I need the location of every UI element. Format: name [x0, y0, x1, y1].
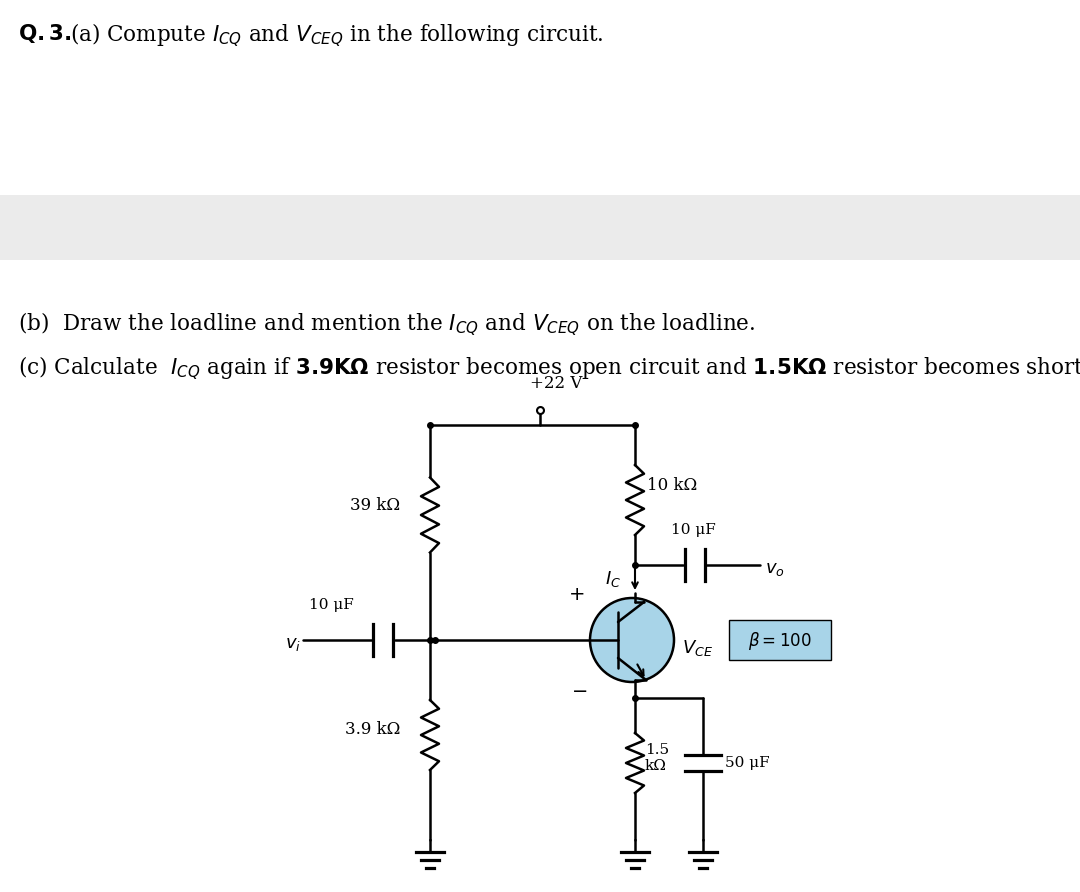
Text: 10 kΩ: 10 kΩ [647, 476, 698, 493]
Text: (a) Compute $I_{CQ}$ and $V_{CEQ}$ in the following circuit.: (a) Compute $I_{CQ}$ and $V_{CEQ}$ in th… [70, 22, 604, 49]
Text: 3.9 kΩ: 3.9 kΩ [345, 722, 401, 739]
Text: +22 V: +22 V [530, 375, 582, 392]
Text: −: − [571, 682, 589, 701]
Text: 1.5
kΩ: 1.5 kΩ [645, 743, 670, 773]
Text: (c) Calculate  $I_{CQ}$ again if $\mathbf{3.9K\Omega}$ resistor becomes open cir: (c) Calculate $I_{CQ}$ again if $\mathbf… [18, 355, 1080, 383]
Text: 10 μF: 10 μF [309, 598, 353, 612]
Text: +: + [569, 585, 585, 605]
Text: $I_C$: $I_C$ [605, 569, 621, 589]
Text: $V_{CE}$: $V_{CE}$ [681, 638, 713, 658]
Text: $\mathbf{Q.3.}$: $\mathbf{Q.3.}$ [18, 22, 71, 45]
Bar [0, 195, 1080, 260]
Text: $\beta = 100$: $\beta = 100$ [748, 630, 812, 652]
Text: 39 kΩ: 39 kΩ [350, 497, 400, 514]
Text: 10 μF: 10 μF [671, 523, 715, 537]
Circle shape [590, 598, 674, 682]
Text: 50 μF: 50 μF [725, 756, 770, 770]
Text: (b)  Draw the loadline and mention the $I_{CQ}$ and $V_{CEQ}$ on the loadline.: (b) Draw the loadline and mention the $I… [18, 310, 755, 337]
Text: $v_i$: $v_i$ [285, 635, 301, 653]
Text: $v_o$: $v_o$ [765, 560, 785, 578]
FancyBboxPatch shape [729, 620, 831, 660]
